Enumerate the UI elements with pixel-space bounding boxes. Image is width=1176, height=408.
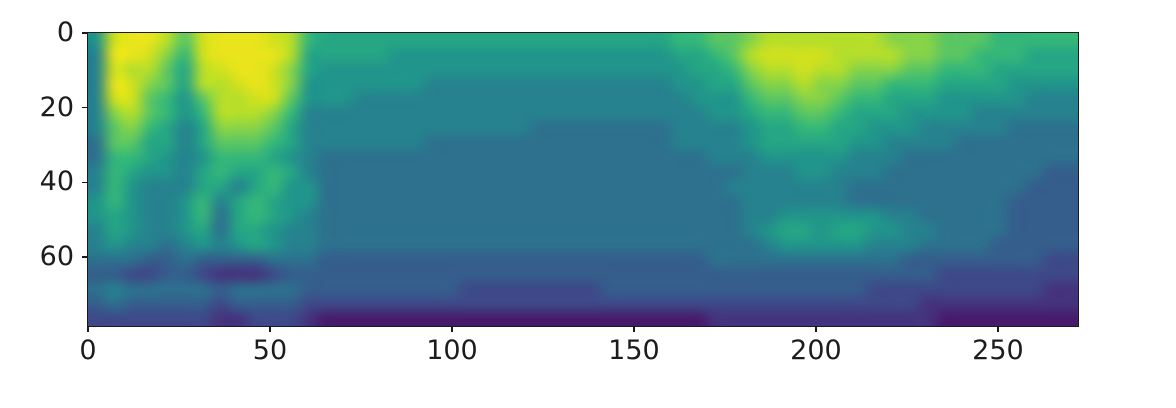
plot-area — [87, 32, 1079, 327]
x-tick — [815, 326, 817, 332]
y-tick — [82, 256, 88, 258]
x-tick-label: 50 — [252, 335, 288, 366]
x-tick-label: 150 — [608, 335, 660, 366]
y-tick-label: 20 — [39, 91, 74, 123]
y-tick — [82, 106, 88, 109]
x-tick — [87, 326, 89, 332]
y-tick-label: 0 — [56, 17, 74, 48]
x-tick-label: 200 — [790, 335, 842, 366]
x-tick — [269, 326, 271, 332]
x-tick-label: 100 — [426, 335, 478, 366]
x-tick — [451, 326, 453, 332]
y-tick-label: 60 — [39, 240, 74, 272]
x-tick-label: 0 — [79, 335, 97, 366]
spectrogram-heatmap — [88, 33, 1078, 326]
x-tick-label: 250 — [972, 335, 1024, 366]
y-tick — [82, 181, 88, 184]
y-tick-label: 40 — [39, 166, 74, 198]
x-tick — [633, 326, 635, 332]
y-tick — [82, 32, 88, 34]
x-tick — [997, 326, 999, 332]
